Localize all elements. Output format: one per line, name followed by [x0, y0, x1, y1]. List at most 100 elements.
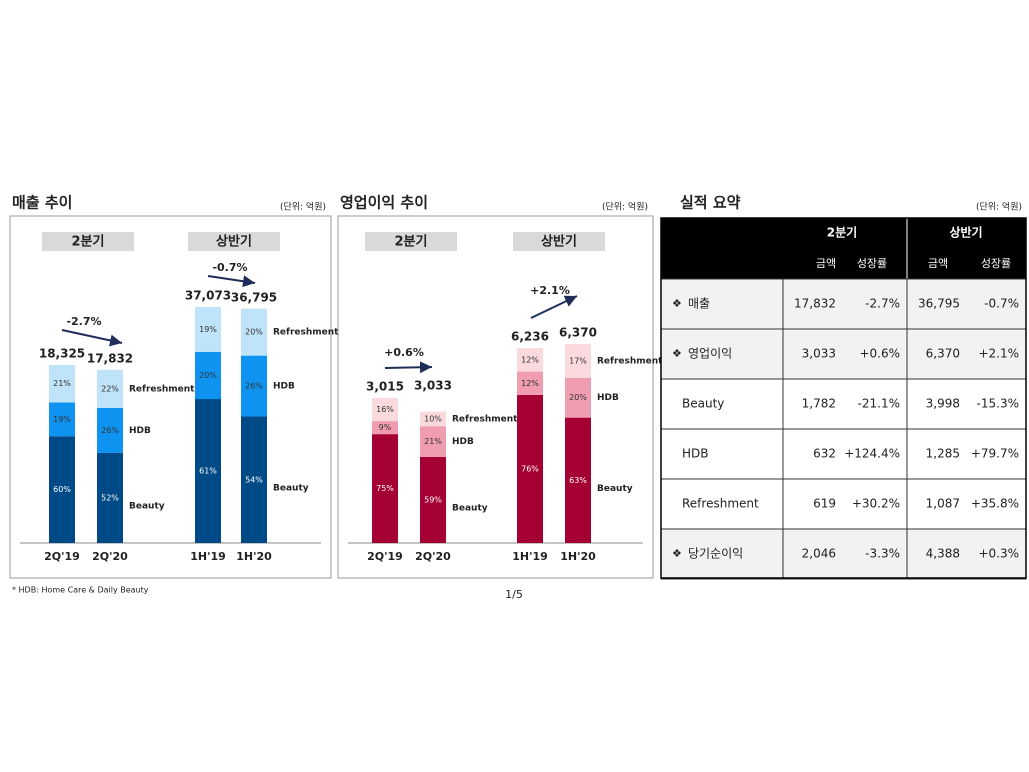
row-label: 매출 — [688, 297, 710, 311]
segment-label: 22% — [101, 384, 119, 393]
segment-label: 63% — [569, 476, 587, 485]
chart-title: 매출 추이 — [12, 194, 72, 212]
bar-segment — [372, 421, 398, 435]
series-name: HDB — [597, 393, 619, 403]
x-tick-label: 2Q'20 — [92, 550, 128, 563]
segment-label: 21% — [424, 437, 442, 446]
series-name: Refreshment — [452, 414, 518, 424]
row-bullet: ❖ — [672, 347, 682, 360]
bar-segment — [49, 365, 75, 403]
table-row-bg — [660, 378, 1027, 430]
table-cell: 1,285 — [926, 447, 960, 461]
table-cell: 36,795 — [918, 297, 960, 311]
x-tick-label: 2Q'19 — [367, 550, 403, 563]
table-cell: -3.3% — [865, 547, 900, 561]
group-header-bg — [42, 232, 134, 251]
table-column-header: 금액 — [816, 257, 836, 270]
bar-segment — [565, 377, 591, 418]
bar-segment — [241, 416, 267, 543]
bar-segment — [241, 355, 267, 417]
table-row-bg — [660, 328, 1027, 380]
group-header: 상반기 — [541, 234, 577, 250]
table-column-header: 금액 — [928, 257, 948, 270]
total-label: 18,325 — [39, 347, 85, 361]
bar-segment — [372, 434, 398, 543]
segment-label: 20% — [569, 393, 587, 402]
row-label: 당기순이익 — [688, 547, 743, 561]
x-tick-label: 1H'20 — [560, 550, 596, 563]
group-header: 2분기 — [395, 235, 428, 250]
change-arrow — [530, 295, 578, 319]
table-row-bg — [660, 428, 1027, 480]
series-name: Refreshment — [273, 328, 339, 338]
bar-segment — [565, 344, 591, 378]
series-name: HDB — [452, 437, 474, 447]
table-cell: +2.1% — [978, 347, 1019, 361]
segment-label: 16% — [376, 405, 394, 414]
bar-segment — [517, 371, 543, 395]
table-cell: +0.6% — [859, 347, 900, 361]
segment-label: 54% — [245, 475, 263, 484]
bar-segment — [49, 402, 75, 437]
series-name: Beauty — [129, 501, 165, 511]
bar-segment — [241, 308, 267, 356]
bar-segment — [565, 417, 591, 543]
panel-frame — [9, 215, 332, 579]
group-header-bg — [365, 232, 457, 251]
table-cell: +0.3% — [978, 547, 1019, 561]
change-label: +0.6% — [384, 346, 424, 359]
row-bullet: ❖ — [672, 547, 682, 560]
table-cell: 619 — [813, 497, 836, 511]
segment-label: 75% — [376, 484, 394, 493]
table-column-header: 성장률 — [981, 257, 1011, 270]
panel-frame — [337, 215, 654, 579]
segment-label: 19% — [199, 325, 217, 334]
segment-label: 26% — [245, 382, 263, 391]
table-cell: 4,388 — [926, 547, 960, 561]
x-tick-label: 1H'19 — [190, 550, 226, 563]
total-label: 36,795 — [231, 290, 277, 304]
change-arrow — [384, 361, 433, 374]
series-name: Refreshment — [597, 356, 663, 366]
table-title: 실적 요약 — [680, 194, 741, 212]
total-label: 37,073 — [185, 289, 231, 303]
table-cell: 3,033 — [802, 347, 836, 361]
series-name: Refreshment — [129, 384, 195, 394]
bar-segment — [517, 394, 543, 543]
table-cell: -0.7% — [984, 297, 1019, 311]
bar-segment — [420, 456, 446, 543]
segment-label: 12% — [521, 379, 539, 388]
bar-segment — [517, 348, 543, 372]
table-row-bg — [660, 478, 1027, 530]
series-name: Beauty — [597, 484, 633, 494]
table-header-bg — [661, 218, 1026, 279]
segment-label: 61% — [199, 467, 217, 476]
segment-label: 26% — [101, 426, 119, 435]
change-arrow — [61, 329, 123, 347]
table-group-header: 2분기 — [827, 225, 857, 240]
bar-segment — [420, 411, 446, 427]
chart-title: 영업이익 추이 — [340, 194, 428, 212]
bar-segment — [195, 351, 221, 400]
unit-note: (단위: 억원) — [976, 201, 1022, 213]
page-number: 1/5 — [505, 588, 523, 601]
table-row-bg — [660, 528, 1027, 580]
table-cell: 3,998 — [926, 397, 960, 411]
segment-label: 17% — [569, 356, 587, 365]
bar-segment — [420, 426, 446, 457]
total-label: 17,832 — [87, 351, 133, 365]
table-cell: 6,370 — [926, 347, 960, 361]
segment-label: 9% — [379, 423, 392, 432]
segment-label: 12% — [521, 355, 539, 364]
bar-segment — [372, 397, 398, 422]
segment-label: 59% — [424, 495, 442, 504]
group-header: 상반기 — [216, 234, 252, 250]
table-cell: +30.2% — [852, 497, 900, 511]
bar-segment — [97, 452, 123, 543]
x-tick-label: 1H'19 — [512, 550, 548, 563]
segment-label: 20% — [199, 371, 217, 380]
table-group-header: 상반기 — [949, 225, 982, 240]
segment-label: 21% — [53, 379, 71, 388]
row-label: 영업이익 — [688, 347, 732, 361]
bar-segment — [97, 407, 123, 453]
